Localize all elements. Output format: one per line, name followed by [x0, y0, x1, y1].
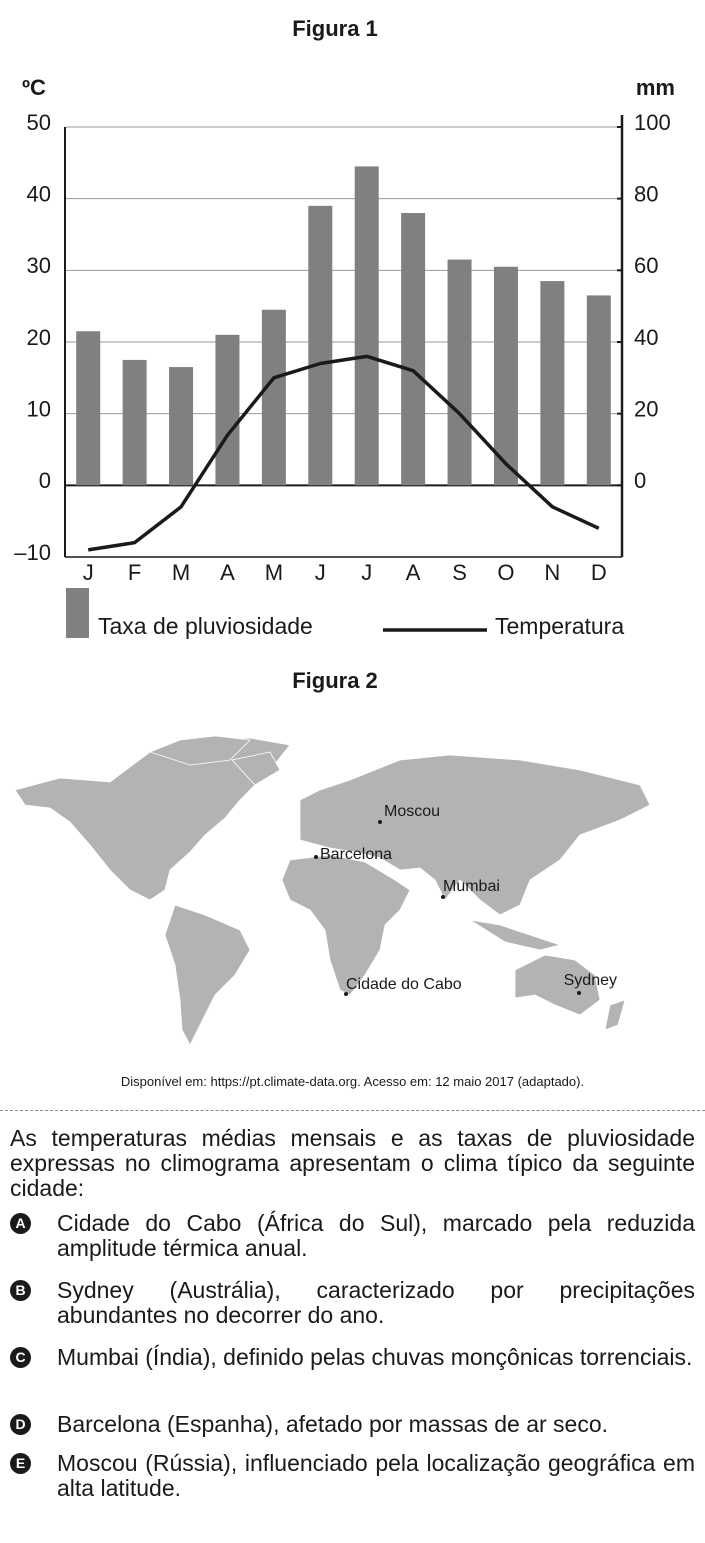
city-label: Sydney: [564, 972, 617, 989]
world-map: [14, 735, 651, 1046]
option-letter: C: [10, 1347, 31, 1368]
legend-label: Temperatura: [495, 613, 624, 639]
x-tick-label: D: [591, 560, 607, 585]
question: As temperaturas médias mensais e as taxa…: [10, 1125, 695, 1201]
city-dot: [441, 895, 445, 899]
city-label: Cidade do Cabo: [346, 976, 462, 993]
x-tick-label: M: [172, 560, 190, 585]
option-text: Cidade do Cabo (África do Sul), marcado …: [57, 1210, 695, 1261]
city-label: Barcelona: [320, 846, 392, 863]
city-label: Moscou: [384, 803, 440, 820]
y-tick-label: 50: [27, 110, 51, 135]
y-tick-label: 20: [27, 325, 51, 350]
figures: Figura 1 ºC mm Figura 2 –10 0 10 20 30 40 50 0 2…: [14, 16, 675, 1046]
bar: [169, 367, 194, 486]
city-dot: [314, 855, 318, 859]
arctic-islands: [148, 735, 251, 766]
y2-tick-label: 0: [634, 468, 646, 493]
option-text: Mumbai (Índia), definido pelas chuvas mo…: [57, 1344, 693, 1370]
y-tick-label: 40: [27, 181, 51, 206]
city-label: Mumbai: [443, 878, 500, 895]
bar: [261, 309, 286, 486]
eurasia: [299, 754, 651, 916]
y-tick-label: –10: [14, 540, 51, 565]
bar: [308, 205, 333, 486]
option-text: Sydney (Austrália), caracterizado por pr…: [57, 1277, 695, 1328]
x-tick-label: N: [544, 560, 560, 585]
option-letter: E: [10, 1453, 31, 1474]
bar: [122, 359, 147, 486]
new-zealand: [604, 999, 626, 1031]
y-axis-label: ºC: [22, 75, 46, 100]
south-america: [164, 904, 251, 1046]
x-tick-label: O: [497, 560, 514, 585]
city-dot: [344, 992, 348, 996]
x-tick-label: J: [83, 560, 94, 585]
y2-tick-label: 100: [634, 110, 671, 135]
option-letter: D: [10, 1414, 31, 1435]
y-tick-label: 10: [27, 396, 51, 421]
legend-swatch: [66, 588, 89, 638]
indonesia: [469, 919, 562, 951]
x-tick-label: M: [265, 560, 283, 585]
city-dot: [378, 820, 382, 824]
option-text: Moscou (Rússia), influenciado pela local…: [57, 1450, 695, 1501]
source: Disponível em: https://pt.climate-data.o…: [120, 1074, 585, 1089]
greenland: [231, 751, 281, 786]
africa: [281, 854, 411, 996]
option-text: Barcelona (Espanha), afetado por massas …: [57, 1411, 609, 1437]
bar: [493, 266, 518, 486]
x-tick-label: S: [452, 560, 467, 585]
temperature-line: [87, 354, 600, 552]
y2-tick-label: 60: [634, 253, 658, 278]
y2-tick-label: 80: [634, 181, 658, 206]
bar: [447, 259, 472, 486]
x-tick-label: A: [220, 560, 235, 585]
bar: [354, 166, 379, 486]
y2-tick-label: 20: [634, 396, 658, 421]
y2-tick-label: 40: [634, 325, 658, 350]
x-tick-label: F: [128, 560, 141, 585]
x-tick-label: J: [315, 560, 326, 585]
legend-label: Taxa de pluviosidade: [98, 613, 313, 639]
city-dot: [577, 991, 581, 995]
bar: [401, 213, 426, 486]
y2-axis-label: mm: [636, 75, 675, 100]
figure-title: Figura 2: [292, 668, 378, 693]
bar: [540, 281, 565, 486]
bar: [586, 295, 611, 486]
y-tick-label: 0: [39, 468, 51, 493]
x-tick-label: J: [361, 560, 372, 585]
bar: [76, 331, 101, 486]
y-tick-label: 30: [27, 253, 51, 278]
option-letter: A: [10, 1213, 31, 1234]
chart-title: Figura 1: [292, 16, 378, 41]
separator: [0, 1110, 705, 1111]
australia: [514, 954, 601, 1016]
bar: [215, 334, 240, 486]
option-letter: B: [10, 1280, 31, 1301]
x-tick-label: A: [406, 560, 421, 585]
